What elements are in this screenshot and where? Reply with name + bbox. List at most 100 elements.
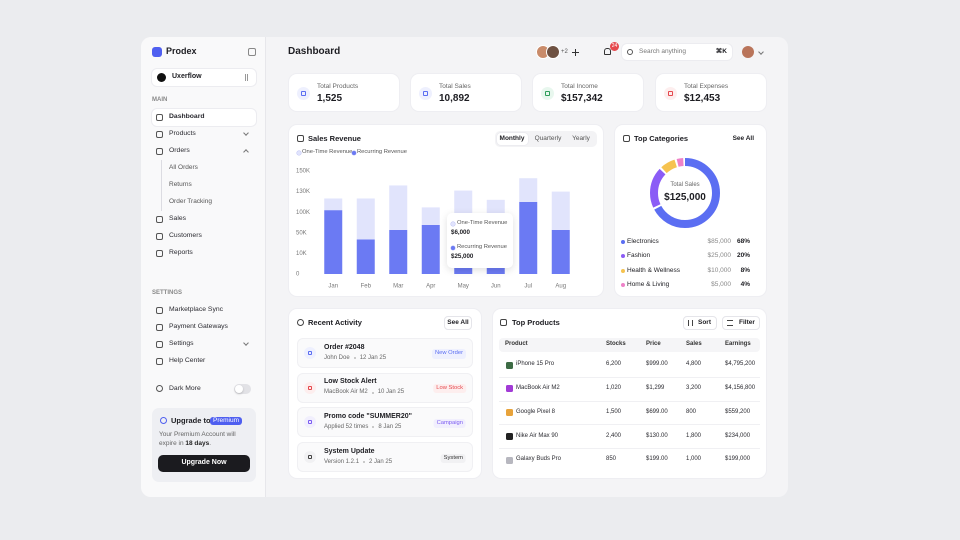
table-cell: $130.00	[646, 432, 668, 439]
nav-icon	[156, 215, 163, 223]
user-avatar[interactable]	[742, 46, 754, 58]
table-cell: $1,299	[646, 385, 665, 392]
bell-icon[interactable]	[604, 48, 611, 55]
collapse-icon[interactable]	[248, 48, 256, 56]
x-tick-label: Feb	[361, 284, 372, 290]
nav-icon	[156, 130, 163, 138]
category-percent: 68%	[736, 237, 750, 245]
legend-label: One-Time Revenue	[302, 149, 353, 156]
table-cell: Galaxy Buds Pro	[516, 456, 562, 463]
stat-icon-glyph	[668, 91, 673, 96]
activity-subtitle: Version 1.2.1	[324, 458, 360, 465]
row-divider	[499, 376, 760, 378]
donut-chart	[650, 158, 720, 228]
nav-item[interactable]: Orders	[169, 146, 190, 154]
card-icon	[623, 135, 630, 142]
category-percent: 8%	[740, 266, 750, 274]
bar	[356, 198, 375, 240]
table-cell: $999.00	[646, 361, 668, 368]
legend-dot	[352, 151, 356, 155]
stat-icon-glyph	[545, 91, 550, 96]
bar	[519, 201, 538, 274]
nav-icon	[156, 306, 163, 314]
see-all-button[interactable]	[444, 316, 472, 330]
activity-date: 8 Jan 25	[378, 423, 402, 430]
nav-icon	[156, 232, 163, 240]
bar	[519, 178, 538, 202]
stat-icon-glyph	[301, 91, 306, 96]
activity-icon-glyph	[308, 420, 312, 425]
stat-label: Total Products	[317, 82, 359, 90]
search-box[interactable]	[622, 44, 732, 60]
tab[interactable]: Yearly	[572, 134, 590, 142]
legend-dot	[621, 268, 625, 273]
upgrade-text: Your Premium Account will expire in 18 d…	[159, 430, 251, 448]
nav-item[interactable]: Settings	[169, 339, 194, 347]
nav-item[interactable]: Marketplace Sync	[169, 305, 224, 313]
activity-icon	[304, 451, 316, 464]
nav-item[interactable]: Customers	[169, 231, 202, 239]
filter-icon	[727, 320, 733, 326]
nav-item[interactable]: Sales	[169, 214, 187, 222]
activity-tag: System	[440, 453, 466, 463]
bar	[454, 190, 473, 218]
product-thumb	[506, 385, 513, 393]
workspace-switcher[interactable]	[152, 69, 256, 86]
nav-subitem[interactable]: Returns	[169, 180, 192, 188]
category-amount: $5,000	[711, 281, 731, 289]
dark-mode-label: Dark More	[169, 384, 201, 392]
bar	[551, 229, 570, 274]
category-amount: $10,000	[707, 266, 732, 274]
brand-name: Prodex	[166, 46, 197, 57]
filter-button[interactable]	[722, 316, 760, 330]
stat-icon	[664, 87, 677, 100]
upgrade-button[interactable]	[158, 455, 250, 472]
donut-segment	[650, 158, 720, 228]
donut-center-value: $125,000	[664, 191, 706, 203]
table-cell: $699.00	[646, 408, 668, 415]
nav-item[interactable]: Payment Gateways	[169, 322, 228, 330]
notification-count: 24	[611, 43, 618, 50]
nav-subitem[interactable]: All Orders	[169, 163, 198, 171]
nav-item[interactable]: Dashboard	[169, 112, 205, 120]
sort-button[interactable]	[683, 316, 717, 330]
nav-item[interactable]: Help Center	[169, 356, 206, 364]
table-cell: 3,200	[686, 385, 702, 392]
stat-icon	[541, 87, 554, 100]
tab[interactable]: Monthly	[499, 134, 525, 142]
bar	[421, 207, 440, 225]
activity-subtitle: John Doe	[324, 354, 350, 361]
activity-date: 12 Jan 25	[359, 354, 387, 361]
nav-subitem[interactable]: Order Tracking	[169, 197, 212, 205]
upgrade-icon	[160, 417, 167, 424]
x-tick-label: May	[458, 284, 469, 290]
activity-icon-glyph	[308, 351, 312, 355]
logo-icon	[152, 47, 162, 57]
see-all-link[interactable]: See All	[732, 134, 754, 142]
add-icon	[575, 49, 577, 56]
stat-value: $12,453	[684, 92, 721, 104]
category-name: Electronics	[627, 237, 659, 245]
filter-label: Filter	[739, 318, 755, 326]
bar	[356, 239, 375, 274]
table-cell: MacBook Air M2	[516, 385, 560, 392]
tooltip-value: $25,000	[451, 253, 474, 261]
top-products-card	[493, 309, 766, 478]
activity-title: Order #2048	[324, 343, 365, 351]
notification-badge	[610, 42, 619, 51]
activity-tag: Campaign	[433, 418, 466, 428]
product-thumb	[506, 432, 513, 440]
y-tick-label: 130K	[296, 189, 310, 195]
avatar-more: +2	[561, 48, 568, 55]
product-thumb	[506, 409, 513, 417]
nav-item[interactable]: Products	[169, 129, 196, 137]
toggle-knob	[235, 385, 243, 393]
tab-active-bg	[497, 133, 528, 145]
activity-icon	[304, 381, 316, 394]
table-cell: $199,000	[725, 456, 751, 463]
nav-item[interactable]: Reports	[169, 248, 193, 256]
y-tick-label: 0	[296, 272, 300, 278]
tab[interactable]: Quarterly	[534, 134, 562, 142]
table-cell: 1,500	[606, 408, 622, 415]
